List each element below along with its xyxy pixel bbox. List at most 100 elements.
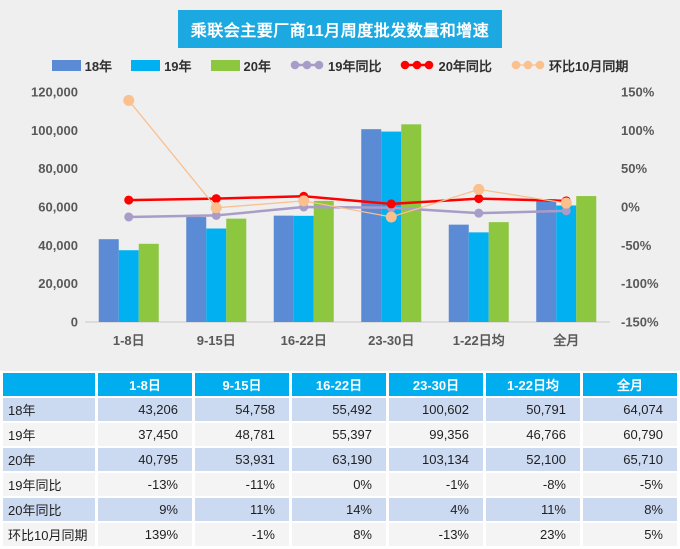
table-body: 18年 43,206 54,758 55,492 100,602 50,791 64,074… [3,398,677,546]
right-axis-tick: 150% [621,85,655,100]
legend-item: 20年同比 [400,56,492,75]
line-marker [473,183,485,195]
table-cell: 11% [195,498,289,521]
table-header-cell: 9-15日 [195,373,289,396]
right-axis-tick: -150% [621,315,659,330]
table-cell: 37,450 [98,423,192,446]
bar [206,228,227,322]
table-cell: 43,206 [98,398,192,421]
table-cell: 8% [583,498,677,521]
legend-item: 环比10月同期 [511,56,628,75]
right-axis-tick: 0% [621,200,640,215]
table-cell: 63,190 [292,448,386,471]
legend-item: 20年 [210,56,271,75]
table-cell: 60,790 [583,423,677,446]
line-marker [560,197,572,209]
bar [293,215,314,322]
table-cell: 8% [292,523,386,546]
right-axis-tick: -100% [621,276,659,291]
table-cell: 139% [98,523,192,546]
bar [118,250,139,322]
x-axis-label: 23-30日 [368,333,414,348]
line-series [128,205,567,219]
bar [536,199,557,322]
line-marker [474,194,484,204]
plot-svg: 0 20,000 40,000 60,000 80,000 100,000 120,000 -… [31,85,659,349]
row-label: 20年 [3,448,95,471]
x-axis-label: 1-8日 [113,333,145,348]
table-cell: -8% [486,473,580,496]
table-header: 1-8日 9-15日 16-22日 23-30日 1-22日均 全月 [3,373,677,396]
bar [98,239,119,322]
table-cell: 40,795 [98,448,192,471]
right-axis-tick: -50% [621,238,652,253]
data-table: 1-8日 9-15日 16-22日 23-30日 1-22日均 全月 18年 43,206 5… [0,371,680,548]
legend-bar-swatch [131,59,161,71]
x-axis-label: 16-22日 [281,333,327,348]
left-axis-tick: 20,000 [38,276,78,291]
bar [138,243,159,322]
legend-item: 19年 [131,56,192,75]
table-cell: 50,791 [486,398,580,421]
table-cell: 46,766 [486,423,580,446]
table-cell: 11% [486,498,580,521]
table-cell: -13% [389,523,483,546]
table-cell: 23% [486,523,580,546]
table-header-cell: 16-22日 [292,373,386,396]
table-header-row: 1-8日 9-15日 16-22日 23-30日 1-22日均 全月 [3,373,677,396]
line-marker [211,194,221,204]
legend-bar-swatch [210,59,240,71]
bar [468,232,489,322]
table-cell: 4% [389,498,483,521]
line-series [128,195,567,206]
table-cell: 65,710 [583,448,677,471]
table-row: 18年 43,206 54,758 55,492 100,602 50,791 64,074 [3,398,677,421]
legend-label: 18年 [84,58,113,74]
table-cell: -1% [195,523,289,546]
right-axis-tick: 50% [621,161,647,176]
line-marker [211,210,221,220]
table-cell: -13% [98,473,192,496]
legend-label: 19年同比 [328,58,382,74]
left-axis-tick: 0 [71,315,78,330]
legend-label: 19年 [164,58,192,74]
line-marker [385,211,397,223]
table-header-cell: 1-8日 [98,373,192,396]
chart-panel: 乘联会主要厂商11月周度批发数量和增速 18年 19年 20年 19年同比 20年同比 环… [0,0,680,371]
legend-line-swatch [290,60,324,70]
table-cell: -5% [583,473,677,496]
left-axis-tick: 60,000 [38,200,78,215]
line-marker [124,212,134,222]
legend-label: 20年同比 [438,58,492,74]
row-label: 18年 [3,398,95,421]
table-row: 19年 37,450 48,781 55,397 99,356 46,766 60,790 [3,423,677,446]
table-cell: 53,931 [195,448,289,471]
row-label: 19年 [3,423,95,446]
legend-line-swatch [511,60,545,70]
table-cell: 9% [98,498,192,521]
right-axis-tick: 100% [621,123,655,138]
table-row: 环比10月同期 139% -1% 8% -13% 23% 5% [3,523,677,546]
left-axis-tick: 100,000 [31,123,78,138]
x-axis-label: 全月 [552,333,579,348]
table-header-cell: 1-22日均 [486,373,580,396]
bar [488,222,509,322]
table-cell: 55,492 [292,398,386,421]
left-axis-tick: 40,000 [38,238,78,253]
table-cell: 99,356 [389,423,483,446]
bar [556,205,577,322]
x-axis-label: 1-22日均 [453,333,505,348]
chart-title-row: 乘联会主要厂商11月周度批发数量和增速 [0,0,680,48]
table-row: 20年 40,795 53,931 63,190 103,134 52,100 65,710 [3,448,677,471]
table-header-cell: 23-30日 [389,373,483,396]
table-cell: 5% [583,523,677,546]
bar [361,129,382,322]
table-cell: -1% [389,473,483,496]
legend-item: 18年 [51,56,113,75]
legend-label: 20年 [243,58,271,74]
left-axis-tick: 120,000 [31,85,78,100]
legend-bar-swatch [51,59,81,71]
legend-line-swatch [401,60,434,70]
bar [381,131,402,322]
line-marker [474,208,484,218]
